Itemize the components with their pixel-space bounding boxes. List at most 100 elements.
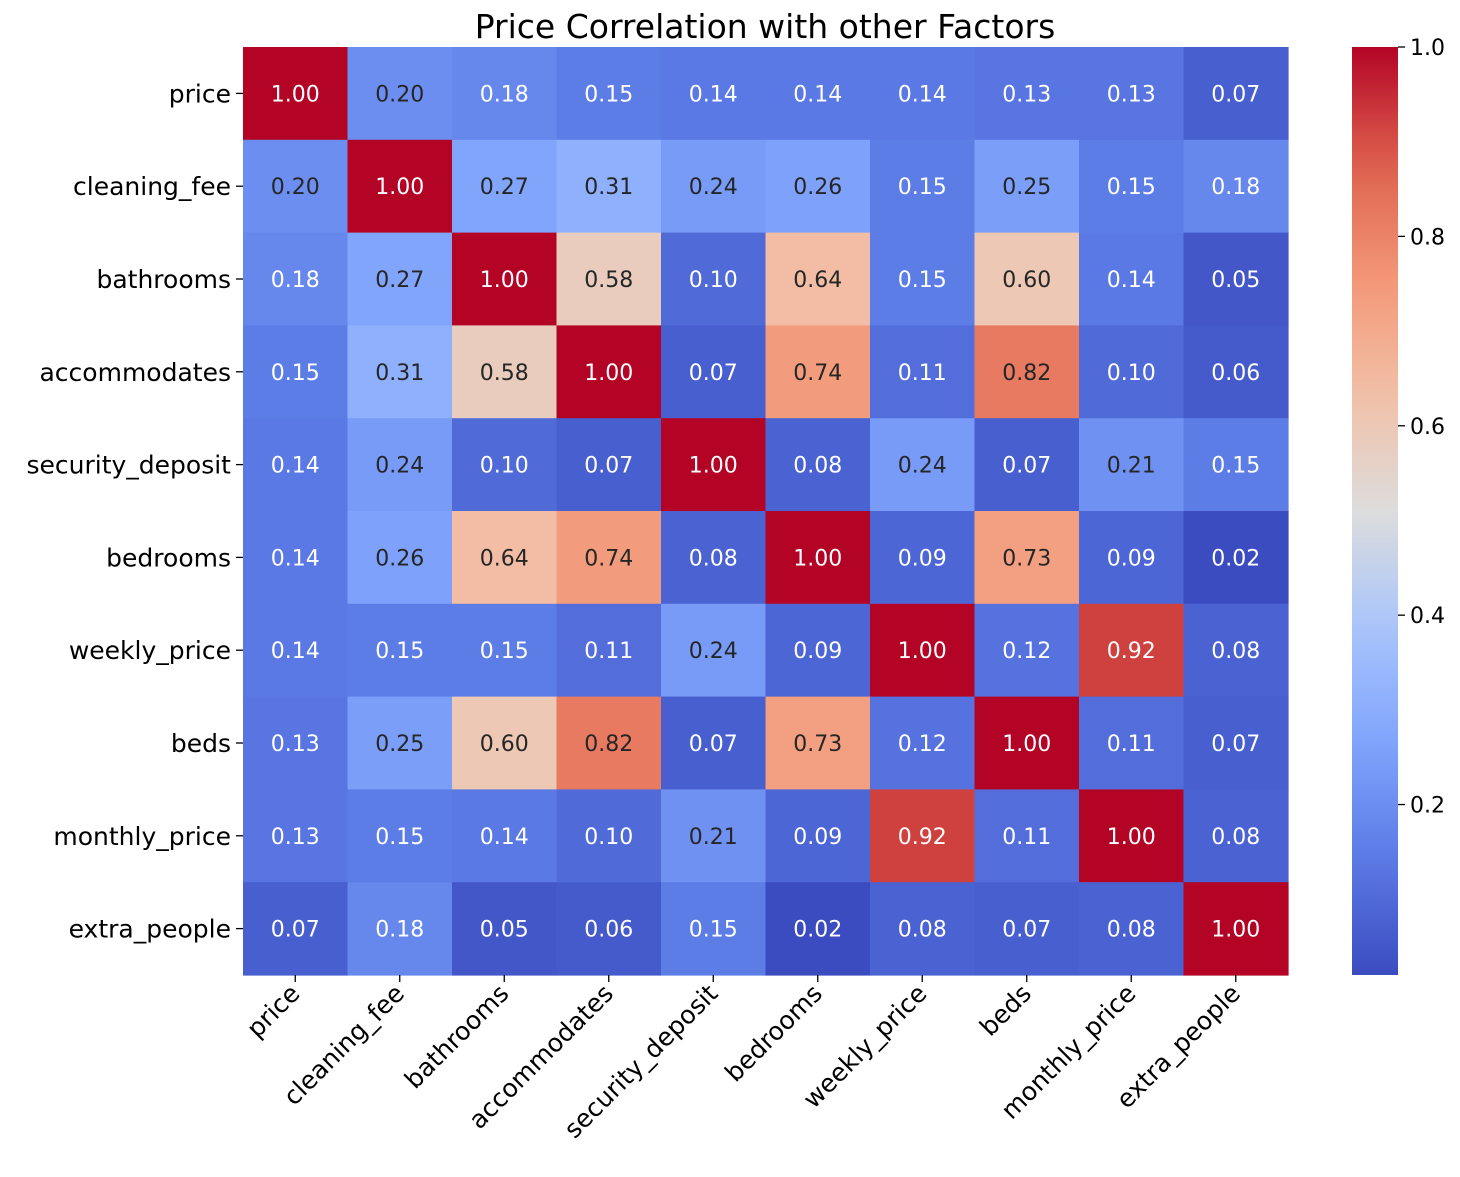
cell-value-label: 0.60 (1002, 268, 1051, 293)
heatmap-cell (765, 603, 871, 698)
cell-value-label: 0.08 (1211, 639, 1260, 664)
heatmap-cell (556, 139, 662, 234)
heatmap-cell (243, 696, 349, 790)
cell-value-label: 0.74 (584, 546, 633, 571)
heatmap-cell (765, 789, 871, 883)
cell-value-label: 0.31 (375, 361, 424, 386)
cell-value-label: 0.08 (1211, 825, 1260, 850)
cell-value-label: 0.09 (1107, 546, 1156, 571)
cell-value-label: 0.11 (1107, 732, 1156, 757)
heatmap-cell (870, 882, 976, 976)
colorbar-tick-label: 0.8 (1410, 225, 1445, 250)
cell-value-label: 0.09 (898, 546, 947, 571)
heatmap-cell (243, 882, 349, 976)
heatmap-cell (1079, 139, 1185, 234)
heatmap-cell (870, 696, 976, 790)
heatmap-cell (556, 696, 662, 790)
heatmap-cell (452, 603, 558, 698)
heatmap-cell (347, 696, 453, 790)
heatmap-cell (765, 325, 871, 419)
heatmap-cell (765, 139, 871, 234)
cell-value-label: 0.18 (1211, 175, 1260, 200)
row-tick-label: bedrooms (106, 543, 231, 572)
cell-value-label: 0.24 (689, 175, 738, 200)
heatmap-cell (556, 511, 662, 605)
cell-value-label: 0.27 (375, 268, 424, 293)
cell-value-label: 0.58 (584, 268, 633, 293)
cell-value-label: 0.24 (689, 639, 738, 664)
heatmap-cell (243, 325, 349, 419)
cell-value-label: 0.11 (1002, 825, 1051, 850)
cell-value-label: 0.92 (898, 825, 947, 850)
cell-value-label: 0.07 (1211, 82, 1260, 107)
row-tick-label: extra_people (69, 915, 231, 944)
cell-value-label: 0.02 (1211, 546, 1260, 571)
cell-value-label: 0.14 (898, 82, 947, 107)
cell-value-label: 0.05 (1211, 268, 1260, 293)
heatmap-cell (765, 511, 871, 605)
cell-value-label: 0.14 (689, 82, 738, 107)
heatmap-cell (243, 511, 349, 605)
row-tick-label: cleaning_fee (73, 172, 231, 201)
heatmap-cell (452, 325, 558, 419)
heatmap-cell (347, 325, 453, 419)
heatmap-cell (347, 232, 453, 326)
heatmap-cell (765, 882, 871, 976)
heatmap-cell (347, 47, 453, 141)
heatmap-cell (243, 232, 349, 326)
heatmap-cell (243, 139, 349, 234)
cell-value-label: 0.07 (689, 732, 738, 757)
cell-value-label: 0.08 (898, 918, 947, 943)
heatmap-cell (1079, 232, 1185, 326)
cell-value-label: 0.27 (480, 175, 529, 200)
heatmap-cell (1183, 325, 1289, 419)
cell-value-label: 0.64 (793, 268, 842, 293)
cell-value-label: 0.10 (480, 454, 529, 479)
cell-value-label: 0.05 (480, 918, 529, 943)
cell-value-label: 0.15 (898, 268, 947, 293)
colorbar-tick-label: 0.4 (1410, 604, 1445, 629)
heatmap-cell (1079, 47, 1185, 141)
heatmap-cell (347, 603, 453, 698)
col-tick-label: bedrooms (719, 979, 828, 1088)
cell-value-label: 0.15 (1107, 175, 1156, 200)
cell-value-label: 0.12 (898, 732, 947, 757)
heatmap-cell (765, 47, 871, 141)
heatmap-cell (452, 232, 558, 326)
heatmap-cell (347, 418, 453, 512)
cell-value-label: 0.82 (1002, 361, 1051, 386)
heatmap-cell (870, 139, 976, 234)
cell-value-label: 0.07 (689, 361, 738, 386)
col-tick-labels: pricecleaning_feebathroomsaccommodatesse… (241, 975, 1246, 1144)
cell-value-label: 0.21 (689, 825, 738, 850)
cell-value-label: 0.18 (271, 268, 320, 293)
chart-title: Price Correlation with other Factors (475, 7, 1056, 46)
cell-value-label: 0.60 (480, 732, 529, 757)
cell-value-label: 0.20 (375, 82, 424, 107)
heatmap-cell (347, 882, 453, 976)
cell-value-label: 0.73 (1002, 546, 1051, 571)
heatmap-cell (1183, 603, 1289, 698)
cell-value-label: 0.07 (271, 918, 320, 943)
cell-value-label: 0.15 (1211, 454, 1260, 479)
heatmap-cell (870, 603, 976, 698)
heatmap-cell (243, 789, 349, 883)
heatmap-cell (974, 418, 1080, 512)
heatmap-cell (974, 232, 1080, 326)
heatmap-cell (1079, 882, 1185, 976)
cell-value-label: 0.02 (793, 918, 842, 943)
cell-value-label: 0.11 (584, 639, 633, 664)
heatmap-cell (974, 789, 1080, 883)
row-tick-label: accommodates (39, 358, 231, 387)
heatmap-cell (661, 696, 767, 790)
heatmap-cell (1079, 325, 1185, 419)
heatmap-cell (452, 139, 558, 234)
cell-value-label: 0.14 (793, 82, 842, 107)
heatmap-cell (452, 882, 558, 976)
col-tick-label: price (241, 979, 306, 1044)
cell-value-label: 0.06 (1211, 361, 1260, 386)
heatmap-cell (1183, 696, 1289, 790)
cell-value-label: 0.07 (584, 454, 633, 479)
cell-value-label: 0.14 (1107, 268, 1156, 293)
heatmap-cell (870, 418, 976, 512)
